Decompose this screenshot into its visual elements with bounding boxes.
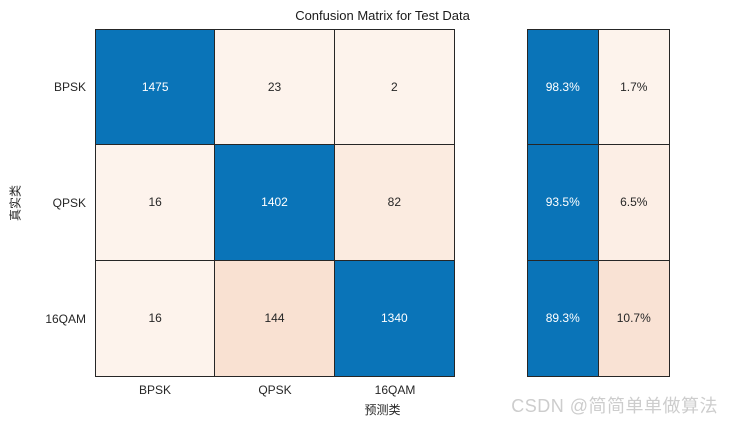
matrix-cell-bpsk-qpsk: 23	[215, 30, 335, 146]
matrix-cell-16qam-bpsk: 16	[96, 260, 216, 376]
matrix-cell-16qam-16qam: 1340	[334, 260, 454, 376]
matrix-cell-qpsk-16qam: 82	[334, 145, 454, 261]
summary-qpsk-incorrect: 6.5%	[598, 145, 669, 261]
summary-qpsk-correct: 93.5%	[528, 145, 599, 261]
row-tick-bpsk: BPSK	[53, 80, 86, 94]
row-tick-16qam: 16QAM	[45, 312, 86, 326]
summary-bpsk-correct: 98.3%	[528, 30, 599, 146]
summary-16qam-incorrect: 10.7%	[598, 260, 669, 376]
confusion-matrix-grid: 1475 23 2 16 1402 82 16 144 1340	[95, 29, 455, 377]
matrix-cell-bpsk-16qam: 2	[334, 30, 454, 146]
col-tick-qpsk: QPSK	[258, 383, 292, 397]
matrix-cell-16qam-qpsk: 144	[215, 260, 335, 376]
row-normalized-summary-grid: 98.3% 1.7% 93.5% 6.5% 89.3% 10.7%	[527, 29, 670, 377]
row-tick-qpsk: QPSK	[52, 196, 86, 210]
summary-bpsk-incorrect: 1.7%	[598, 30, 669, 146]
col-tick-bpsk: BPSK	[138, 383, 171, 397]
csdn-watermark: CSDN @简简单单做算法	[511, 396, 718, 416]
col-tick-16qam: 16QAM	[374, 383, 416, 397]
x-axis-label: 预测类	[364, 403, 401, 417]
summary-16qam-correct: 89.3%	[528, 260, 599, 376]
matrix-cell-qpsk-qpsk: 1402	[215, 145, 335, 261]
chart-title: Confusion Matrix for Test Data	[295, 8, 470, 23]
matrix-cell-bpsk-bpsk: 1475	[96, 30, 216, 146]
matrix-cell-qpsk-bpsk: 16	[96, 145, 216, 261]
